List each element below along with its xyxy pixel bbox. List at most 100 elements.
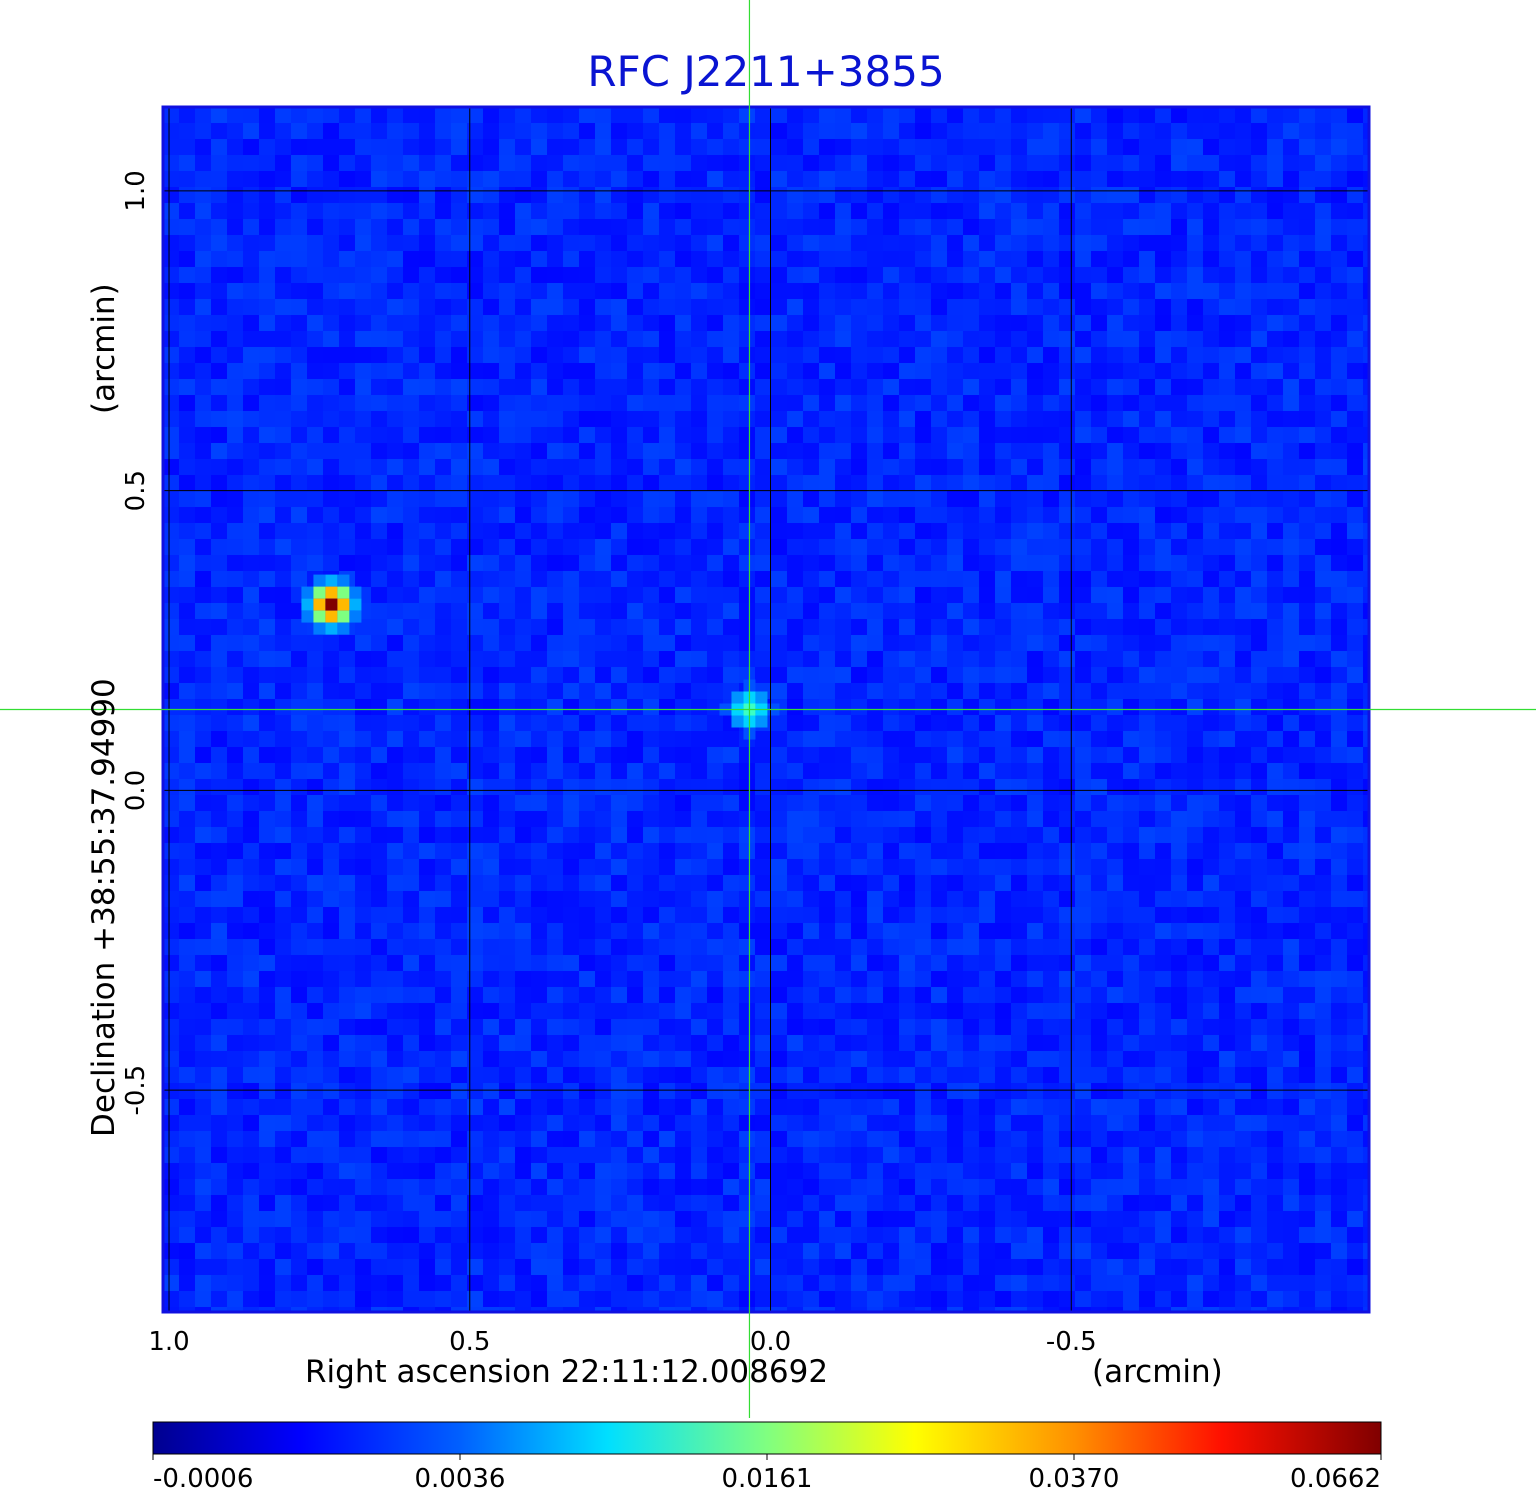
noise-cell [707,747,723,763]
noise-cell [179,875,195,891]
noise-cell [1187,507,1203,523]
noise-cell [419,459,435,475]
noise-cell [979,811,995,827]
noise-cell [851,235,867,251]
noise-cell [627,811,643,827]
noise-cell [371,571,387,587]
noise-cell [419,187,435,203]
noise-cell [403,507,419,523]
noise-cell [1203,571,1219,587]
noise-cell [179,107,195,123]
noise-cell [1091,731,1107,747]
noise-cell [1075,747,1091,763]
noise-cell [483,507,499,523]
noise-cell [755,907,771,923]
noise-cell [451,203,467,219]
noise-cell [499,891,515,907]
noise-cell [515,715,531,731]
noise-cell [451,299,467,315]
noise-cell [467,155,483,171]
noise-cell [1299,731,1315,747]
noise-cell [867,635,883,651]
noise-cell [707,427,723,443]
noise-cell [915,395,931,411]
noise-cell [819,459,835,475]
noise-cell [563,827,579,843]
noise-cell [611,635,627,651]
noise-cell [835,779,851,795]
noise-cell [691,1003,707,1019]
noise-cell [1091,363,1107,379]
noise-cell [979,331,995,347]
noise-cell [243,539,259,555]
noise-cell [323,1131,339,1147]
noise-cell [675,875,691,891]
noise-cell [371,139,387,155]
noise-cell [1267,267,1283,283]
noise-cell [259,411,275,427]
noise-cell [259,571,275,587]
noise-cell [899,971,915,987]
noise-cell [387,123,403,139]
noise-cell [915,443,931,459]
noise-cell [819,587,835,603]
noise-cell [787,971,803,987]
noise-cell [259,1051,275,1067]
noise-cell [1155,427,1171,443]
noise-cell [1251,395,1267,411]
noise-cell [467,203,483,219]
noise-cell [1251,571,1267,587]
noise-cell [1139,555,1155,571]
noise-cell [1139,955,1155,971]
noise-cell [595,619,611,635]
noise-cell [547,907,563,923]
noise-cell [803,651,819,667]
noise-cell [643,1147,659,1163]
noise-cell [403,1051,419,1067]
noise-cell [787,363,803,379]
noise-cell [1219,427,1235,443]
noise-cell [883,939,899,955]
noise-cell [1187,395,1203,411]
noise-cell [195,219,211,235]
noise-cell [1363,891,1369,907]
noise-cell [995,859,1011,875]
noise-cell [163,763,179,779]
noise-cell [883,1099,899,1115]
noise-cell [275,395,291,411]
noise-cell [899,891,915,907]
noise-cell [291,875,307,891]
noise-cell [835,699,851,715]
noise-cell [723,107,739,123]
noise-cell [179,187,195,203]
noise-cell [259,523,275,539]
noise-cell [467,603,483,619]
noise-cell [1267,475,1283,491]
noise-cell [1219,507,1235,523]
noise-cell [1027,411,1043,427]
noise-cell [1155,299,1171,315]
noise-cell [163,283,179,299]
noise-cell [1187,763,1203,779]
noise-cell [195,203,211,219]
noise-cell [1219,1083,1235,1099]
noise-cell [1347,1003,1363,1019]
noise-cell [1011,939,1027,955]
noise-cell [963,619,979,635]
noise-cell [1027,827,1043,843]
noise-cell [419,571,435,587]
noise-cell [1107,347,1123,363]
noise-cell [275,667,291,683]
noise-cell [1267,763,1283,779]
noise-cell [451,315,467,331]
noise-cell [355,907,371,923]
noise-cell [211,811,227,827]
noise-cell [1187,1115,1203,1131]
noise-cell [451,859,467,875]
noise-cell [723,731,739,747]
noise-cell [691,971,707,987]
noise-cell [627,235,643,251]
noise-cell [723,1099,739,1115]
noise-cell [627,267,643,283]
noise-cell [611,923,627,939]
